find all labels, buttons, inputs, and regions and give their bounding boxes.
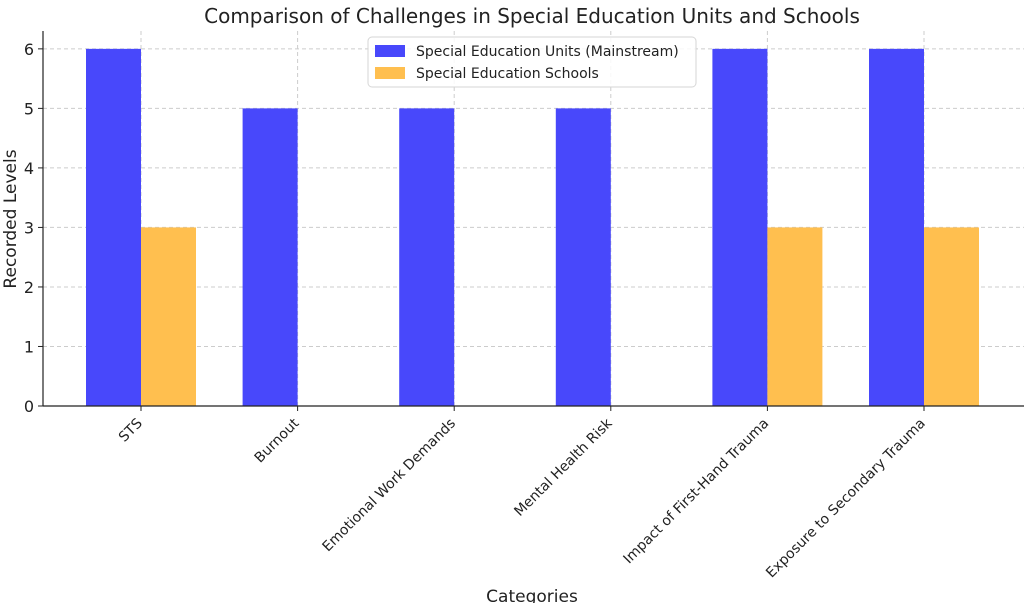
legend-swatch-1 bbox=[375, 67, 405, 79]
x-axis-ticks: STS Burnout Emotional Work Demands Mental H… bbox=[116, 406, 929, 581]
x-tick-label: Burnout bbox=[252, 415, 303, 466]
bar-units-3 bbox=[555, 108, 611, 406]
x-tick-label: Mental Health Risk bbox=[511, 415, 616, 520]
legend-label-1: Special Education Schools bbox=[416, 66, 599, 82]
y-tick-label: 5 bbox=[24, 99, 34, 118]
bar-units-0 bbox=[86, 48, 141, 406]
bar-units-5 bbox=[869, 48, 924, 406]
legend-label-0: Special Education Units (Mainstream) bbox=[416, 44, 679, 60]
bar-schools-5 bbox=[924, 227, 979, 406]
y-tick-label: 1 bbox=[24, 337, 34, 356]
y-tick-label: 2 bbox=[24, 278, 34, 297]
x-tick-label: Exposure to Secondary Trauma bbox=[763, 416, 929, 582]
x-tick-label: STS bbox=[116, 415, 146, 445]
x-tick-label: Impact of First-Hand Trauma bbox=[620, 416, 772, 568]
y-tick-label: 6 bbox=[24, 40, 34, 59]
legend-box bbox=[367, 36, 697, 88]
bar-units-2 bbox=[399, 108, 455, 406]
y-axis-label: Recorded Levels bbox=[1, 149, 21, 288]
legend: Special Education Units (Mainstream) Spec… bbox=[367, 36, 697, 88]
y-axis-ticks: 0 1 2 3 4 5 6 bbox=[24, 40, 43, 416]
x-tick-label: Emotional Work Demands bbox=[319, 416, 459, 556]
bar-units-4 bbox=[712, 48, 768, 406]
bars bbox=[86, 48, 979, 406]
y-tick-label: 0 bbox=[24, 397, 34, 416]
y-tick-label: 3 bbox=[24, 218, 34, 237]
bar-units-1 bbox=[242, 108, 298, 406]
x-axis-label: Categories bbox=[486, 587, 578, 603]
chart-title: Comparison of Challenges in Special Educ… bbox=[204, 4, 860, 28]
y-tick-label: 4 bbox=[24, 159, 34, 178]
legend-swatch-0 bbox=[375, 45, 405, 57]
bar-schools-0 bbox=[141, 227, 196, 406]
bar-schools-4 bbox=[767, 227, 823, 406]
axes bbox=[42, 31, 1024, 407]
